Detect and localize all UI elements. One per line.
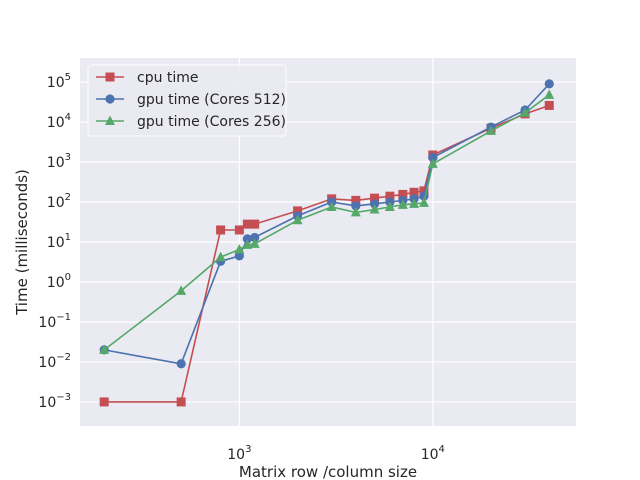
x-tick-exponent: 4 — [439, 444, 445, 455]
data-point — [418, 197, 429, 207]
legend-marker — [105, 72, 115, 82]
y-tick-base: 10 — [47, 75, 65, 91]
legend: cpu time gpu time (Cores 512) gpu time (Co… — [87, 64, 287, 137]
data-point — [544, 100, 554, 110]
data-point — [409, 198, 420, 208]
y-tick-exponent: −2 — [56, 352, 71, 363]
data-point — [293, 206, 303, 216]
data-point — [350, 206, 361, 217]
y-tick-exponent: 0 — [65, 272, 71, 283]
legend-label: gpu time (Cores 512) — [137, 92, 286, 108]
data-point — [369, 203, 380, 214]
data-point — [384, 201, 395, 212]
y-tick-base: 10 — [47, 115, 65, 131]
y-tick-label: 10−1 — [38, 312, 71, 331]
data-point — [99, 397, 109, 407]
data-point — [419, 186, 429, 196]
data-point — [242, 239, 253, 249]
data-point — [99, 344, 110, 354]
legend-label: cpu time — [137, 70, 199, 86]
series-triangle-group — [99, 89, 555, 354]
data-point — [242, 234, 252, 244]
y-tick-exponent: −1 — [56, 312, 71, 323]
x-tick-label: 104 — [421, 444, 445, 463]
y-tick-exponent: −3 — [56, 392, 71, 403]
y-tick-base: 10 — [47, 275, 65, 291]
legend-box — [87, 64, 287, 137]
data-point — [369, 199, 380, 209]
x-axis-title: Matrix row /column size — [239, 463, 417, 480]
y-tick-exponent: 1 — [65, 232, 71, 243]
y-tick-base: 10 — [47, 235, 65, 251]
y-tick-exponent: 2 — [65, 192, 71, 203]
data-point — [215, 251, 226, 262]
y-tick-exponent: 5 — [65, 72, 71, 83]
data-point — [428, 152, 438, 163]
legend-item: cpu time — [96, 70, 199, 86]
data-point — [176, 397, 186, 407]
y-tick-label: 102 — [47, 192, 71, 211]
legend-label: gpu time (Cores 256) — [137, 114, 286, 130]
y-tick-label: 105 — [47, 72, 71, 91]
legend-item: gpu time (Cores 256) — [96, 114, 286, 130]
y-tick-base: 10 — [38, 315, 56, 331]
y-tick-label: 103 — [47, 152, 71, 171]
legend-marker — [105, 115, 115, 125]
y-tick-label: 104 — [47, 112, 71, 131]
data-point — [176, 285, 187, 295]
data-point — [397, 199, 408, 209]
data-point — [326, 201, 337, 212]
data-point — [234, 251, 244, 261]
y-tick-base: 10 — [38, 355, 56, 371]
data-point — [409, 187, 419, 197]
y-tick-exponent: 3 — [65, 152, 71, 163]
data-point — [249, 238, 260, 248]
data-point — [351, 201, 361, 211]
y-tick-base: 10 — [38, 395, 56, 411]
data-point — [216, 225, 226, 235]
data-point — [398, 189, 408, 199]
x-tick-exponent: 3 — [245, 444, 251, 455]
y-tick-label: 101 — [47, 232, 71, 251]
data-point — [234, 225, 244, 235]
y-axis-title: Time (milliseconds) — [13, 169, 31, 316]
legend-item: gpu time (Cores 512) — [96, 92, 286, 108]
y-tick-label: 10−2 — [38, 352, 71, 371]
data-point — [234, 243, 245, 254]
data-point — [250, 232, 260, 243]
y-tick-base: 10 — [47, 155, 65, 171]
series-layer — [99, 79, 555, 407]
data-point — [486, 125, 497, 135]
data-point — [520, 107, 531, 117]
y-tick-exponent: 4 — [65, 112, 71, 123]
data-point — [250, 219, 260, 229]
data-point — [427, 158, 438, 168]
y-tick-base: 10 — [47, 195, 65, 211]
x-tick-base: 10 — [227, 447, 245, 463]
x-tick-label: 103 — [227, 444, 251, 463]
data-point — [544, 89, 555, 99]
legend-items: cpu time gpu time (Cores 512) gpu time (Co… — [96, 70, 286, 130]
data-point — [176, 359, 186, 369]
x-tick-base: 10 — [421, 447, 439, 463]
data-point — [242, 219, 252, 229]
y-tick-label: 100 — [47, 272, 71, 291]
data-point — [385, 191, 395, 201]
legend-marker — [105, 94, 115, 104]
data-point — [370, 193, 380, 203]
data-point — [351, 195, 361, 205]
x-axis-ticks: 103 104 — [227, 444, 445, 463]
data-point — [544, 79, 554, 89]
data-point — [292, 214, 303, 225]
y-tick-label: 10−3 — [38, 392, 71, 411]
